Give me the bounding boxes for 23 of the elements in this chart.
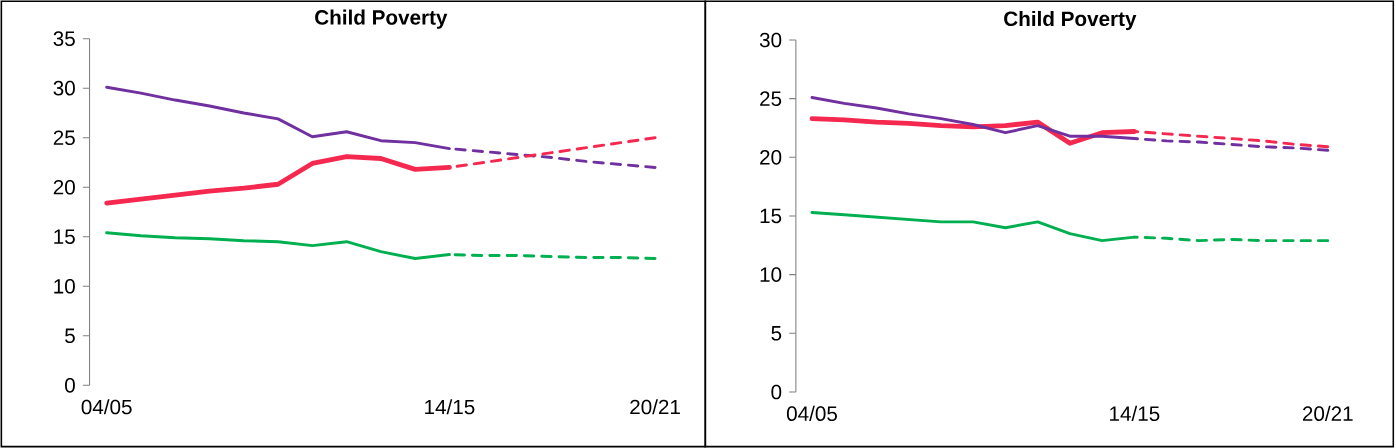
y-tick-label: 30 [53, 80, 75, 96]
y-tick-label: 5 [65, 328, 75, 344]
y-tick-label: 10 [760, 267, 782, 282]
y-tick-label: 10 [54, 278, 75, 294]
y-tick-label: 20 [760, 150, 782, 165]
x-tick-label: 04/05 [81, 399, 132, 415]
x-tick-label: 20/21 [630, 399, 680, 415]
y-tick-label: 15 [760, 208, 782, 224]
x-tick-label: 14/15 [1110, 405, 1160, 421]
y-tick-label: 25 [760, 91, 782, 106]
y-tick-label: 35 [53, 31, 75, 46]
y-tick-label: 5 [771, 326, 782, 341]
x-tick-label: 14/15 [425, 399, 475, 415]
y-tick-label: 20 [53, 179, 75, 195]
y-tick-label: 0 [65, 378, 75, 393]
y-tick-label: 25 [53, 130, 75, 146]
x-tick-label: 04/05 [786, 405, 837, 421]
x-tick-label: 20/21 [1302, 405, 1353, 421]
chart-title: Child Poverty [315, 9, 448, 29]
y-tick-label: 15 [54, 229, 75, 244]
y-tick-label: 0 [771, 384, 782, 400]
chart-title: Child Poverty [1004, 10, 1137, 31]
y-tick-label: 30 [759, 32, 782, 48]
